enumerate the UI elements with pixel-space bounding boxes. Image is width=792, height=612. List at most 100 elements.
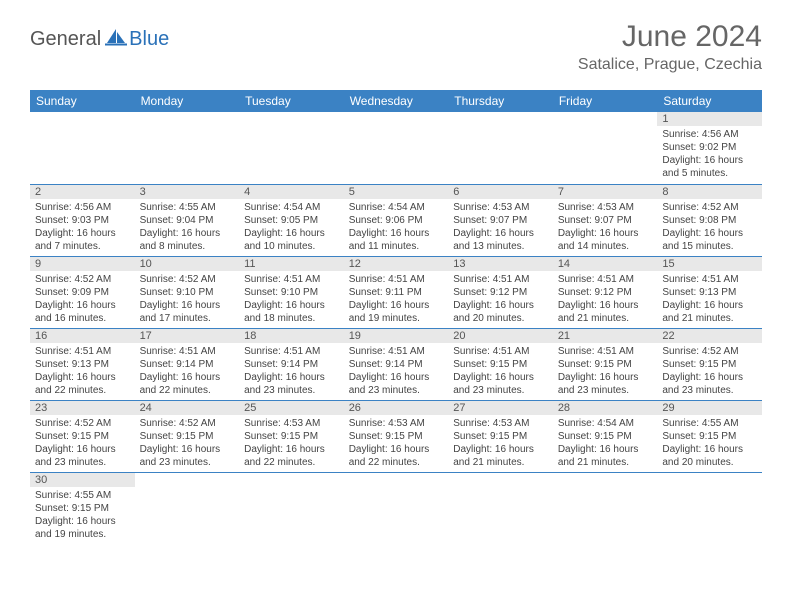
day-content: Sunrise: 4:54 AMSunset: 9:15 PMDaylight:… — [553, 415, 658, 471]
weekday-header: Wednesday — [344, 90, 449, 112]
day-content: Sunrise: 4:53 AMSunset: 9:15 PMDaylight:… — [448, 415, 553, 471]
day-content: Sunrise: 4:55 AMSunset: 9:15 PMDaylight:… — [657, 415, 762, 471]
calendar-cell: 16Sunrise: 4:51 AMSunset: 9:13 PMDayligh… — [30, 328, 135, 400]
weekday-header-row: SundayMondayTuesdayWednesdayThursdayFrid… — [30, 90, 762, 112]
day-number: 13 — [448, 257, 553, 271]
day-content: Sunrise: 4:56 AMSunset: 9:03 PMDaylight:… — [30, 199, 135, 255]
calendar-cell: 27Sunrise: 4:53 AMSunset: 9:15 PMDayligh… — [448, 400, 553, 472]
day-number: 8 — [657, 185, 762, 199]
calendar-cell: 21Sunrise: 4:51 AMSunset: 9:15 PMDayligh… — [553, 328, 658, 400]
day-number: 24 — [135, 401, 240, 415]
day-content: Sunrise: 4:54 AMSunset: 9:06 PMDaylight:… — [344, 199, 449, 255]
calendar-cell: 6Sunrise: 4:53 AMSunset: 9:07 PMDaylight… — [448, 184, 553, 256]
calendar-cell: 20Sunrise: 4:51 AMSunset: 9:15 PMDayligh… — [448, 328, 553, 400]
calendar-cell: 1Sunrise: 4:56 AMSunset: 9:02 PMDaylight… — [657, 112, 762, 184]
day-number: 22 — [657, 329, 762, 343]
day-content: Sunrise: 4:53 AMSunset: 9:15 PMDaylight:… — [239, 415, 344, 471]
day-number: 10 — [135, 257, 240, 271]
calendar-cell: 2Sunrise: 4:56 AMSunset: 9:03 PMDaylight… — [30, 184, 135, 256]
calendar-row: 1Sunrise: 4:56 AMSunset: 9:02 PMDaylight… — [30, 112, 762, 184]
day-number: 29 — [657, 401, 762, 415]
calendar-row: 23Sunrise: 4:52 AMSunset: 9:15 PMDayligh… — [30, 400, 762, 472]
day-content: Sunrise: 4:51 AMSunset: 9:15 PMDaylight:… — [448, 343, 553, 399]
day-number: 20 — [448, 329, 553, 343]
day-content: Sunrise: 4:51 AMSunset: 9:15 PMDaylight:… — [553, 343, 658, 399]
calendar-row: 2Sunrise: 4:56 AMSunset: 9:03 PMDaylight… — [30, 184, 762, 256]
day-content: Sunrise: 4:51 AMSunset: 9:14 PMDaylight:… — [135, 343, 240, 399]
calendar-cell: 18Sunrise: 4:51 AMSunset: 9:14 PMDayligh… — [239, 328, 344, 400]
calendar-cell: 24Sunrise: 4:52 AMSunset: 9:15 PMDayligh… — [135, 400, 240, 472]
day-number: 2 — [30, 185, 135, 199]
calendar-cell: 29Sunrise: 4:55 AMSunset: 9:15 PMDayligh… — [657, 400, 762, 472]
weekday-header: Sunday — [30, 90, 135, 112]
calendar-table: SundayMondayTuesdayWednesdayThursdayFrid… — [30, 90, 762, 544]
day-content: Sunrise: 4:52 AMSunset: 9:15 PMDaylight:… — [135, 415, 240, 471]
day-content: Sunrise: 4:52 AMSunset: 9:15 PMDaylight:… — [30, 415, 135, 471]
day-content: Sunrise: 4:51 AMSunset: 9:12 PMDaylight:… — [448, 271, 553, 327]
day-number: 11 — [239, 257, 344, 271]
day-content: Sunrise: 4:51 AMSunset: 9:14 PMDaylight:… — [344, 343, 449, 399]
day-number: 26 — [344, 401, 449, 415]
logo-text-1: General — [30, 28, 101, 51]
month-title: June 2024 — [578, 20, 762, 54]
day-content: Sunrise: 4:52 AMSunset: 9:09 PMDaylight:… — [30, 271, 135, 327]
day-content: Sunrise: 4:51 AMSunset: 9:13 PMDaylight:… — [30, 343, 135, 399]
calendar-cell — [239, 472, 344, 544]
calendar-cell: 25Sunrise: 4:53 AMSunset: 9:15 PMDayligh… — [239, 400, 344, 472]
calendar-cell: 23Sunrise: 4:52 AMSunset: 9:15 PMDayligh… — [30, 400, 135, 472]
day-number: 5 — [344, 185, 449, 199]
day-number: 3 — [135, 185, 240, 199]
calendar-cell: 10Sunrise: 4:52 AMSunset: 9:10 PMDayligh… — [135, 256, 240, 328]
calendar-cell — [553, 112, 658, 184]
day-content: Sunrise: 4:53 AMSunset: 9:07 PMDaylight:… — [448, 199, 553, 255]
calendar-cell: 30Sunrise: 4:55 AMSunset: 9:15 PMDayligh… — [30, 472, 135, 544]
calendar-cell: 17Sunrise: 4:51 AMSunset: 9:14 PMDayligh… — [135, 328, 240, 400]
calendar-cell — [239, 112, 344, 184]
calendar-cell: 15Sunrise: 4:51 AMSunset: 9:13 PMDayligh… — [657, 256, 762, 328]
day-number: 1 — [657, 112, 762, 126]
calendar-cell: 13Sunrise: 4:51 AMSunset: 9:12 PMDayligh… — [448, 256, 553, 328]
day-number: 15 — [657, 257, 762, 271]
day-content: Sunrise: 4:56 AMSunset: 9:02 PMDaylight:… — [657, 126, 762, 182]
calendar-cell: 3Sunrise: 4:55 AMSunset: 9:04 PMDaylight… — [135, 184, 240, 256]
day-number: 21 — [553, 329, 658, 343]
day-content: Sunrise: 4:51 AMSunset: 9:13 PMDaylight:… — [657, 271, 762, 327]
weekday-header: Tuesday — [239, 90, 344, 112]
calendar-cell: 19Sunrise: 4:51 AMSunset: 9:14 PMDayligh… — [344, 328, 449, 400]
calendar-cell — [344, 112, 449, 184]
calendar-cell — [448, 472, 553, 544]
day-number: 17 — [135, 329, 240, 343]
day-number: 16 — [30, 329, 135, 343]
sail-icon — [105, 28, 127, 51]
calendar-cell: 26Sunrise: 4:53 AMSunset: 9:15 PMDayligh… — [344, 400, 449, 472]
day-content: Sunrise: 4:52 AMSunset: 9:15 PMDaylight:… — [657, 343, 762, 399]
day-content: Sunrise: 4:51 AMSunset: 9:12 PMDaylight:… — [553, 271, 658, 327]
day-number: 9 — [30, 257, 135, 271]
day-number: 25 — [239, 401, 344, 415]
calendar-cell — [135, 112, 240, 184]
calendar-cell: 11Sunrise: 4:51 AMSunset: 9:10 PMDayligh… — [239, 256, 344, 328]
calendar-cell — [135, 472, 240, 544]
day-number: 19 — [344, 329, 449, 343]
day-number: 28 — [553, 401, 658, 415]
weekday-header: Monday — [135, 90, 240, 112]
day-content: Sunrise: 4:51 AMSunset: 9:14 PMDaylight:… — [239, 343, 344, 399]
day-number: 27 — [448, 401, 553, 415]
calendar-cell: 8Sunrise: 4:52 AMSunset: 9:08 PMDaylight… — [657, 184, 762, 256]
calendar-cell: 28Sunrise: 4:54 AMSunset: 9:15 PMDayligh… — [553, 400, 658, 472]
day-content: Sunrise: 4:53 AMSunset: 9:15 PMDaylight:… — [344, 415, 449, 471]
day-number: 6 — [448, 185, 553, 199]
calendar-cell: 7Sunrise: 4:53 AMSunset: 9:07 PMDaylight… — [553, 184, 658, 256]
day-number: 12 — [344, 257, 449, 271]
calendar-row: 30Sunrise: 4:55 AMSunset: 9:15 PMDayligh… — [30, 472, 762, 544]
day-content: Sunrise: 4:52 AMSunset: 9:10 PMDaylight:… — [135, 271, 240, 327]
calendar-cell — [30, 112, 135, 184]
logo-text-2: Blue — [129, 28, 169, 51]
weekday-header: Friday — [553, 90, 658, 112]
calendar-cell — [553, 472, 658, 544]
weekday-header: Saturday — [657, 90, 762, 112]
header: General Blue June 2024 Satalice, Prague,… — [30, 20, 762, 74]
calendar-cell: 14Sunrise: 4:51 AMSunset: 9:12 PMDayligh… — [553, 256, 658, 328]
day-content: Sunrise: 4:51 AMSunset: 9:11 PMDaylight:… — [344, 271, 449, 327]
calendar-cell: 4Sunrise: 4:54 AMSunset: 9:05 PMDaylight… — [239, 184, 344, 256]
